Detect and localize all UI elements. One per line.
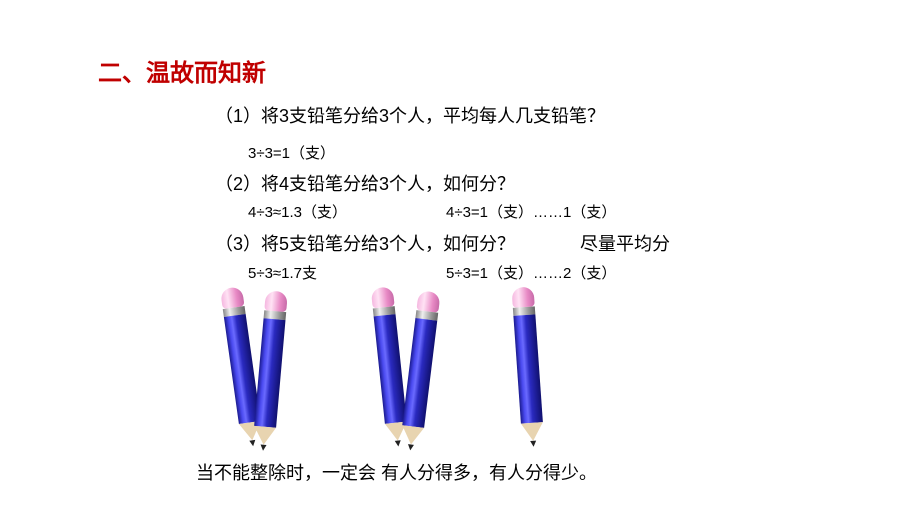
pencil-illustration: [230, 285, 710, 455]
answer-1: 3÷3=1（支）: [248, 142, 335, 163]
section-heading: 二、温故而知新: [98, 53, 266, 88]
conclusion-text: 当不能整除时，一定会 有人分得多，有人分得少。: [196, 459, 597, 485]
question-3: （3）将5支铅笔分给3个人，如何分？: [215, 230, 515, 256]
question-2: （2）将4支铅笔分给3个人，如何分？: [215, 170, 515, 196]
answer-3a: 5÷3≈1.7支: [248, 262, 317, 283]
question-1: （1）将3支铅笔分给3个人，平均每人几支铅笔？: [215, 102, 605, 128]
pencil-icon: [510, 286, 545, 447]
answer-2b: 4÷3=1（支）……1（支）: [446, 201, 616, 222]
pencil-icon: [251, 290, 289, 451]
pencil-icon: [398, 290, 441, 452]
answer-2a: 4÷3≈1.3（支）: [248, 201, 347, 222]
question-3-hint: 尽量平均分: [580, 230, 670, 256]
answer-3b: 5÷3=1（支）……2（支）: [446, 262, 616, 283]
